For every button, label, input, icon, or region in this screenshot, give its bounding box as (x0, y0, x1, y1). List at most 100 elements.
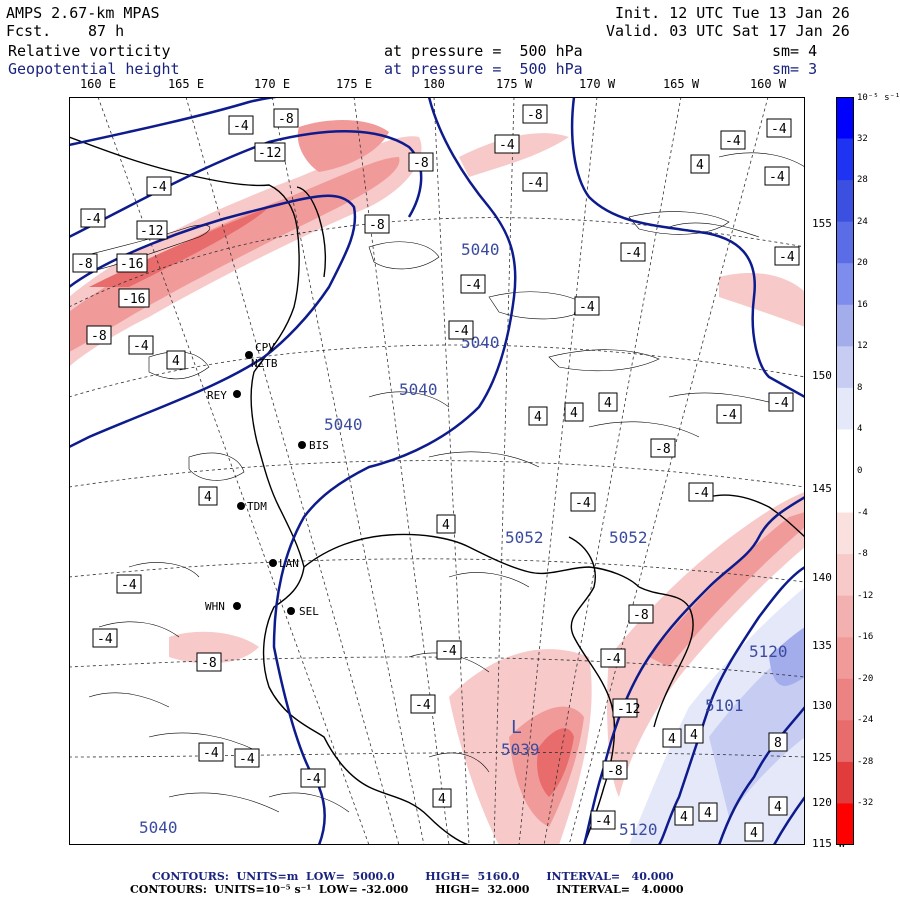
vorticity-label-box: 4 (432, 788, 452, 808)
svg-text:4: 4 (534, 410, 542, 425)
vorticity-label-box: -8 (650, 438, 676, 458)
colorbar-label: -28 (857, 756, 874, 767)
vorticity-labels: -4 -8 -12 -4 -4 -12 -16 -8 -16 -8 -4 4 -… (72, 104, 800, 842)
vorticity-label-box: -4 (688, 482, 714, 502)
vorticity-label-box: -8 (364, 214, 390, 234)
svg-text:-8: -8 (278, 112, 294, 127)
svg-text:-8: -8 (77, 257, 93, 272)
vorticity-height-map: 5040 5040 5040 5040 5040 5052 5052 5039 … (69, 97, 805, 845)
colorbar-cell (836, 180, 854, 223)
forecast-hour: 87 h (88, 22, 125, 40)
svg-text:4: 4 (438, 792, 446, 807)
lat-label: 115 W (812, 837, 846, 850)
vorticity-label-box: -4 (460, 274, 486, 294)
svg-text:-12: -12 (258, 146, 281, 161)
low-marker: L (511, 717, 522, 738)
svg-text:-4: -4 (527, 176, 543, 191)
svg-text:-4: -4 (499, 138, 515, 153)
svg-text:-4: -4 (239, 752, 255, 767)
field-height-label: Geopotential height (8, 60, 180, 78)
colorbar-label: -8 (857, 549, 868, 560)
vorticity-label-box: -4 (774, 246, 800, 266)
vorticity-label-box: -4 (590, 810, 616, 830)
station-label: LAN (279, 557, 299, 570)
height-label: 5040 (399, 380, 438, 399)
geopotential-height-contours (69, 97, 805, 845)
vorticity-label-box: -4 (234, 748, 260, 768)
svg-text:4: 4 (696, 158, 704, 173)
colorbar-label: 20 (857, 258, 868, 269)
vorticity-label-box: -8 (273, 108, 299, 128)
vorticity-label-box: -4 (574, 296, 600, 316)
vorticity-label-box: -4 (116, 574, 142, 594)
svg-text:4: 4 (442, 518, 450, 533)
station-marker (237, 502, 245, 510)
vorticity-label-box: 8 (768, 732, 788, 752)
svg-text:-4: -4 (605, 652, 621, 667)
svg-text:4: 4 (774, 800, 782, 815)
svg-text:-4: -4 (693, 486, 709, 501)
svg-text:4: 4 (204, 490, 212, 505)
colorbar-cell (836, 138, 854, 181)
vorticity-label-box: -4 (92, 628, 118, 648)
station-marker (269, 559, 277, 567)
colorbar-label: 16 (857, 299, 868, 310)
lat-label: 145 W (812, 482, 846, 495)
colorbar-cell (836, 678, 854, 721)
colorbar-label: -4 (857, 507, 868, 518)
vorticity-label-box: 4 (436, 514, 456, 534)
negative-vorticity-shading (69, 120, 805, 845)
forecast-label: Fcst. (6, 22, 52, 40)
svg-text:-4: -4 (721, 408, 737, 423)
vorticity-label-box: -4 (436, 640, 462, 660)
colorbar-cell (836, 429, 854, 472)
svg-text:4: 4 (704, 806, 712, 821)
height-label: 5040 (324, 415, 363, 434)
vorticity-label-box: -8 (408, 152, 434, 172)
colorbar-cell (836, 221, 854, 264)
svg-text:-8: -8 (527, 108, 543, 123)
vorticity-label-box: -4 (198, 742, 224, 762)
svg-text:8: 8 (774, 736, 782, 751)
vorticity-label-box: -4 (522, 172, 548, 192)
colorbar-cell (836, 595, 854, 638)
valid-time: Valid. 03 UTC Sat 17 Jan 26 (606, 22, 850, 40)
lon-label: 165 W (662, 77, 700, 91)
colorbar-label: -32 (857, 798, 874, 809)
lat-label: 140 W (812, 571, 846, 584)
colorbar-cell (836, 387, 854, 430)
vorticity-colorbar (836, 97, 854, 845)
vorticity-label-box: -16 (116, 253, 148, 273)
colorbar-cell (836, 554, 854, 597)
colorbar-unit: 10⁻⁵ s⁻¹ (857, 93, 900, 103)
colorbar-label: -16 (857, 632, 874, 643)
field-vorticity-label: Relative vorticity (8, 42, 171, 60)
svg-text:-16: -16 (120, 257, 143, 272)
colorbar-cell (836, 304, 854, 347)
vorticity-label-box: -8 (72, 253, 98, 273)
station-label: SEL (299, 605, 319, 618)
lat-label: 130 W (812, 699, 846, 712)
graticule (69, 97, 805, 845)
svg-text:-4: -4 (133, 339, 149, 354)
colorbar-label: 32 (857, 133, 868, 144)
svg-text:-4: -4 (453, 324, 469, 339)
svg-text:4: 4 (172, 354, 180, 369)
colorbar-cell (836, 97, 854, 140)
colorbar-cells (836, 97, 854, 845)
vorticity-label-box: -8 (522, 104, 548, 124)
colorbar-cell (836, 761, 854, 804)
height-label: 5039 (501, 740, 540, 759)
lon-label: 170 E (253, 77, 291, 91)
colorbar-label: -24 (857, 715, 874, 726)
colorbar-cell (836, 263, 854, 306)
vorticity-label-box: -4 (764, 166, 790, 186)
smoothing-1: sm= 4 (772, 42, 818, 60)
lon-label: 175 W (495, 77, 533, 91)
svg-text:4: 4 (690, 728, 698, 743)
vorticity-label-box: -4 (600, 648, 626, 668)
colorbar-label: -12 (857, 590, 874, 601)
station-label: NZTB (251, 357, 278, 370)
svg-text:-4: -4 (203, 746, 219, 761)
vorticity-label-box: -4 (448, 320, 474, 340)
